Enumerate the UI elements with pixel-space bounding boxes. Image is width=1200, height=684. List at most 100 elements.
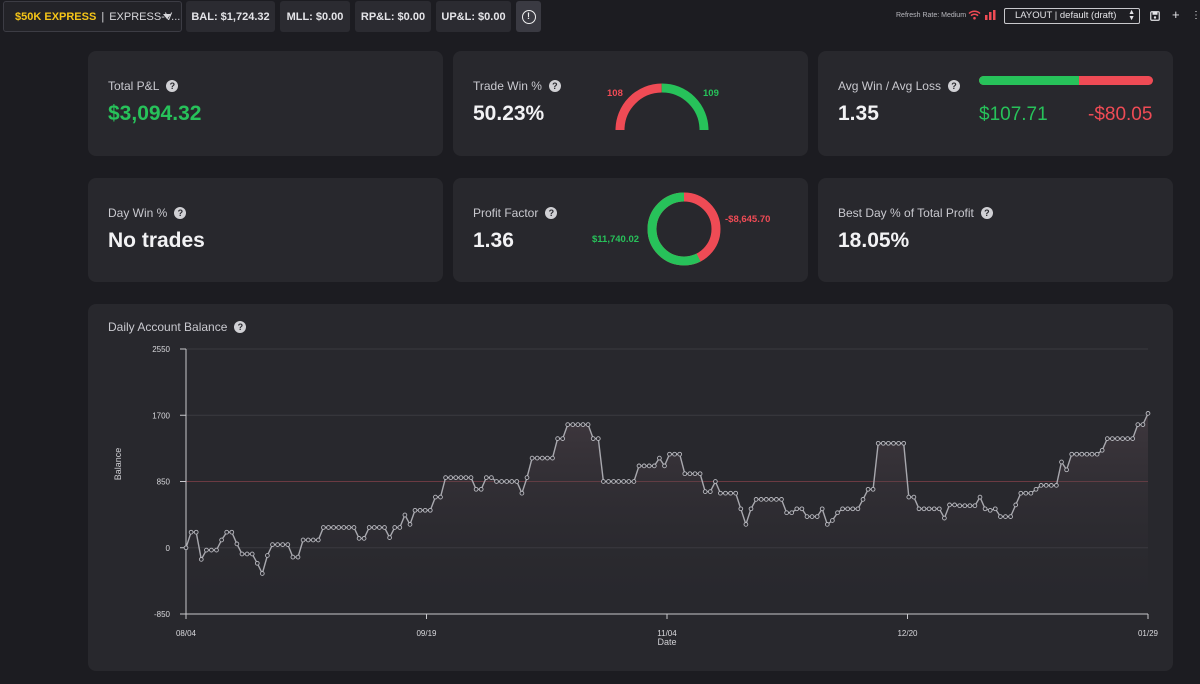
balance-point[interactable] [824,522,830,527]
balance-point[interactable] [494,479,499,484]
balance-point[interactable] [555,436,560,441]
balance-point[interactable] [489,475,494,480]
balance-point[interactable] [1125,436,1130,441]
balance-point[interactable] [804,514,810,519]
balance-point[interactable] [310,537,316,543]
balance-point[interactable] [1140,422,1146,427]
balance-point[interactable] [835,510,840,516]
balance-point[interactable] [285,542,291,547]
balance-point[interactable] [921,506,927,512]
balance-point[interactable] [356,536,362,541]
balance-point[interactable] [366,525,372,530]
balance-point[interactable] [774,497,779,502]
balance-point[interactable] [713,479,718,484]
balance-point[interactable] [351,525,357,530]
balance-point[interactable] [901,440,907,446]
balance-point[interactable] [209,547,214,553]
balance-point[interactable] [738,506,744,512]
balance-point[interactable] [514,479,520,484]
balance-point[interactable] [814,514,820,519]
balance-point[interactable] [672,451,677,457]
balance-point[interactable] [865,486,871,492]
balance-point[interactable] [886,440,891,446]
bar-chart-icon[interactable] [985,10,996,20]
balance-point[interactable] [473,486,479,492]
balance-point[interactable] [733,490,739,496]
balance-point[interactable] [433,494,438,500]
balance-point[interactable] [575,422,581,427]
balance-point[interactable] [275,542,280,547]
balance-point[interactable] [524,475,530,480]
balance-point[interactable] [499,479,504,484]
balance-point[interactable] [1094,451,1100,457]
balance-point[interactable] [621,479,627,484]
balance-point[interactable] [728,490,733,496]
balance-point[interactable] [692,471,698,477]
balance-point[interactable] [779,497,784,502]
balance-point[interactable] [595,436,601,441]
balance-point[interactable] [616,479,621,484]
balance-point[interactable] [407,522,413,527]
balance-point[interactable] [545,455,550,461]
balance-point[interactable] [830,518,835,523]
balance-point[interactable] [880,440,886,446]
balance-point[interactable] [483,475,489,480]
balance-point[interactable] [611,479,616,484]
balance-point[interactable] [509,479,515,484]
balance-point[interactable] [784,510,789,516]
balance-point[interactable] [799,506,805,512]
balance-point[interactable] [911,494,917,500]
balance-point[interactable] [1084,451,1090,457]
balance-point[interactable] [636,463,642,469]
balance-point[interactable] [361,536,367,541]
balance-point[interactable] [453,475,459,480]
help-icon[interactable]: ? [980,207,993,219]
balance-point[interactable] [1079,451,1085,457]
balance-point[interactable] [560,436,566,441]
balance-point[interactable] [529,455,535,461]
balance-point[interactable] [875,440,881,446]
help-icon[interactable]: ? [174,207,187,219]
balance-point[interactable] [478,486,484,492]
balance-point[interactable] [1069,451,1075,457]
balance-point[interactable] [244,551,250,557]
balance-point[interactable] [1130,436,1136,441]
balance-point[interactable] [1110,436,1115,441]
balance-point[interactable] [290,554,296,560]
balance-point[interactable] [896,440,901,446]
alert-button[interactable]: ! [516,1,541,32]
balance-point[interactable] [1074,451,1080,457]
balance-point[interactable] [707,489,713,494]
balance-point[interactable] [422,507,428,513]
balance-point[interactable] [855,506,861,512]
balance-point[interactable] [768,497,774,502]
balance-point[interactable] [188,529,194,535]
balance-point[interactable] [504,479,510,484]
balance-point[interactable] [1048,483,1054,488]
balance-point[interactable] [550,455,555,461]
balance-point[interactable] [1054,483,1059,488]
balance-point[interactable] [931,506,937,512]
balance-point[interactable] [193,529,199,535]
balance-point[interactable] [259,571,265,576]
balance-point[interactable] [387,535,392,540]
balance-point[interactable] [570,422,576,427]
balance-point[interactable] [1043,483,1049,488]
balance-point[interactable] [331,525,336,530]
balance-point[interactable] [651,463,657,469]
balance-point[interactable] [662,463,667,469]
balance-point[interactable] [819,506,825,512]
balance-point[interactable] [1008,514,1013,519]
balance-point[interactable] [626,479,632,484]
balance-point[interactable] [1033,486,1039,492]
balance-point[interactable] [249,551,255,557]
balance-point[interactable] [270,542,275,547]
balance-point[interactable] [224,529,230,535]
balance-point[interactable] [743,522,749,527]
balance-point[interactable] [763,497,769,502]
balance-point[interactable] [987,507,993,513]
balance-point[interactable] [463,475,469,480]
balance-point[interactable] [748,506,754,512]
balance-point[interactable] [936,506,942,512]
balance-point[interactable] [539,455,545,461]
